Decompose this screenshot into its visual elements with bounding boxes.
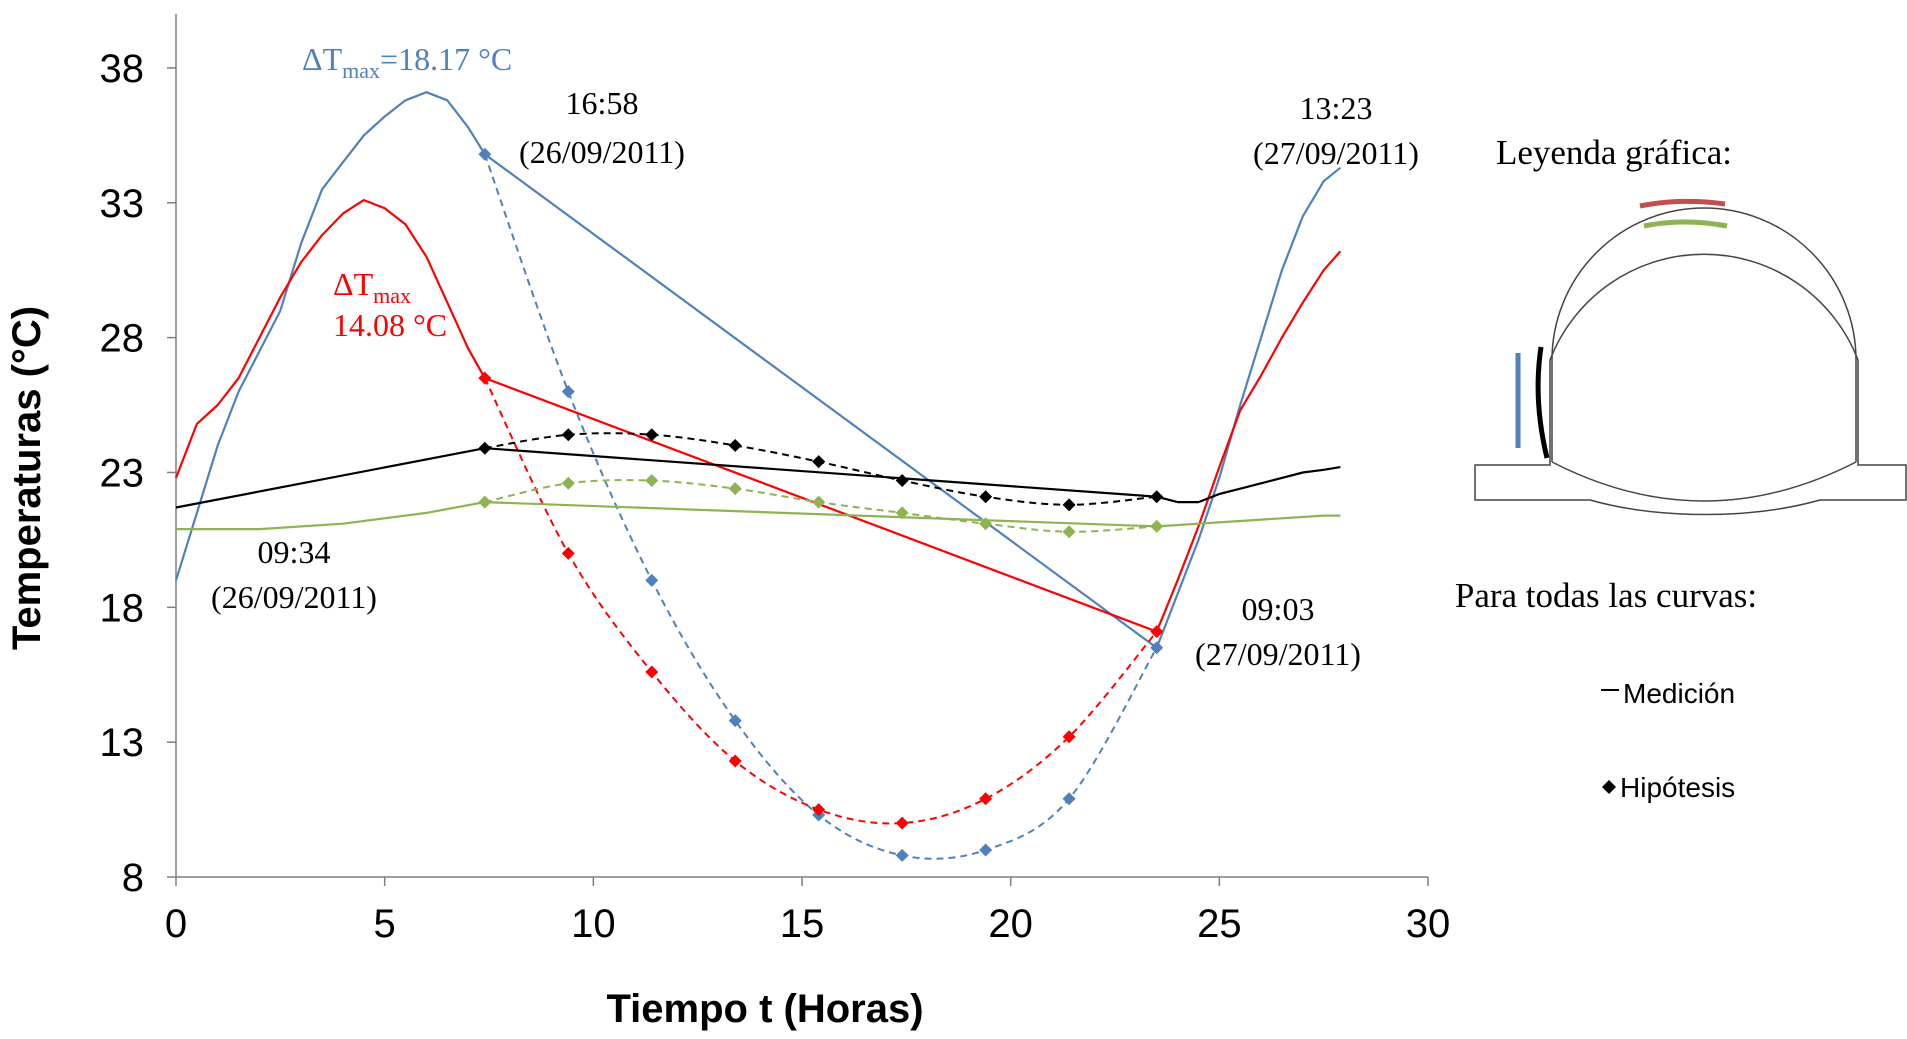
hypothesis-point-red bbox=[895, 816, 909, 830]
hypothesis-point-black bbox=[895, 474, 909, 488]
hypothesis-point-blue bbox=[561, 385, 575, 399]
legend-measured-label: Medición bbox=[1623, 678, 1735, 709]
hypothesis-line-black bbox=[484, 432, 1157, 506]
annotation-time: 09:34 bbox=[258, 534, 331, 570]
hypothesis-point-blue bbox=[895, 848, 909, 862]
hypothesis-point-red bbox=[812, 803, 826, 817]
annotation-dtmax-blue: ΔTmax=18.17 °C bbox=[302, 41, 512, 83]
hypothesis-point-black bbox=[1150, 490, 1164, 504]
hypothesis-point-black bbox=[1062, 498, 1076, 512]
hypothesis-point-black bbox=[645, 428, 659, 442]
marker-roof-outer-brown bbox=[1639, 198, 1726, 209]
y-tick-label: 23 bbox=[100, 451, 145, 495]
marker-wall-inner-black bbox=[1535, 346, 1550, 459]
y-tick-label: 18 bbox=[100, 586, 145, 630]
y-tick-label: 33 bbox=[100, 182, 145, 226]
annotation-text: 14.08 °C bbox=[333, 307, 447, 343]
hypothesis-point-red bbox=[645, 665, 659, 679]
hypothesis-point-blue bbox=[979, 843, 993, 857]
annotation-text: ΔTmax bbox=[333, 266, 411, 308]
annotation-time-0903: 09:03 (27/09/2011) bbox=[1195, 591, 1361, 672]
series-green bbox=[176, 474, 1341, 539]
hypothesis-point-black bbox=[478, 441, 492, 455]
legend-subtitle: Para todas las curvas: bbox=[1455, 576, 1757, 615]
hypothesis-point-red bbox=[478, 371, 492, 385]
annotation-time: 13:23 bbox=[1300, 90, 1373, 126]
hypothesis-point-red bbox=[1062, 730, 1076, 744]
series-layer bbox=[174, 91, 1342, 862]
hypothesis-point-green bbox=[645, 474, 659, 488]
hypothesis-point-black bbox=[728, 439, 742, 452]
annotation-date: (27/09/2011) bbox=[1253, 135, 1419, 171]
y-axis-label: Temperaturas (°C) bbox=[5, 306, 49, 650]
hypothesis-point-green bbox=[812, 495, 826, 509]
annotation-time-1658: 16:58 (26/09/2011) bbox=[519, 85, 685, 170]
hypothesis-point-red bbox=[561, 546, 575, 560]
measured-line-blue bbox=[174, 91, 1342, 649]
measured-line-red bbox=[174, 199, 1342, 633]
legend-title: Leyenda gráfica: bbox=[1496, 133, 1732, 172]
annotation-date: (26/09/2011) bbox=[519, 134, 685, 170]
hypothesis-point-green bbox=[728, 482, 742, 496]
measured-line-black bbox=[175, 447, 1341, 509]
annotation-time: 09:03 bbox=[1242, 591, 1315, 627]
x-axis-label: Tiempo t (Horas) bbox=[606, 987, 923, 1031]
series-black bbox=[175, 428, 1341, 512]
measured-line-green bbox=[176, 501, 1341, 531]
tunnel-inner-outline bbox=[1551, 207, 1857, 462]
y-tick-label: 13 bbox=[100, 721, 145, 765]
x-tick-label: 30 bbox=[1406, 902, 1451, 946]
hypothesis-point-red bbox=[1150, 625, 1164, 639]
hypothesis-point-blue bbox=[1062, 792, 1076, 806]
y-tick-label: 8 bbox=[122, 856, 144, 900]
annotation-time: 16:58 bbox=[566, 85, 639, 121]
hypothesis-point-red bbox=[728, 754, 742, 768]
legend-hypothesis-label: Hipótesis bbox=[1620, 772, 1735, 803]
hypothesis-point-blue bbox=[1150, 641, 1164, 655]
hypothesis-point-black bbox=[561, 428, 575, 442]
marker-roof-inner-green bbox=[1643, 219, 1728, 229]
x-tick-label: 5 bbox=[374, 902, 396, 946]
hypothesis-line-blue bbox=[483, 153, 1158, 860]
hypothesis-point-black bbox=[979, 490, 993, 504]
hypothesis-point-green bbox=[979, 517, 993, 531]
annotation-time-1323: 13:23 (27/09/2011) bbox=[1253, 90, 1419, 171]
hypothesis-point-blue bbox=[728, 714, 742, 728]
legend-panel: Leyenda gráfica: Para todas las curvas: … bbox=[1455, 133, 1907, 803]
hypothesis-point-green bbox=[1150, 519, 1164, 533]
hypothesis-point-blue bbox=[645, 573, 659, 587]
hypothesis-point-green bbox=[895, 506, 909, 520]
x-tick-label: 15 bbox=[780, 902, 825, 946]
tunnel-outer-outline bbox=[1474, 253, 1907, 516]
annotation-text: ΔTmax=18.17 °C bbox=[302, 41, 512, 83]
hypothesis-point-red bbox=[979, 792, 993, 806]
plot-area: 0 5 10 15 20 25 30 8 13 18 23 28 33 38 ΔTmax=18.17 °C… bbox=[100, 14, 1451, 946]
series-red bbox=[174, 199, 1342, 830]
hypothesis-point-black bbox=[812, 455, 826, 469]
x-tick-label: 20 bbox=[988, 902, 1033, 946]
legend-hypothesis-swatch bbox=[1602, 780, 1616, 794]
hypothesis-point-green bbox=[478, 495, 492, 509]
hypothesis-point-green bbox=[1062, 525, 1076, 539]
x-tick-label: 10 bbox=[571, 902, 616, 946]
y-tick-label: 28 bbox=[100, 317, 145, 361]
annotation-date: (27/09/2011) bbox=[1195, 636, 1361, 672]
hypothesis-line-red bbox=[483, 377, 1158, 825]
x-tick-label: 25 bbox=[1197, 902, 1242, 946]
tunnel-invert bbox=[1551, 461, 1857, 502]
axes: 0 5 10 15 20 25 30 8 13 18 23 28 33 38 bbox=[100, 14, 1451, 946]
annotation-date: (26/09/2011) bbox=[211, 579, 377, 615]
hypothesis-point-green bbox=[561, 476, 575, 490]
annotation-time-0934: 09:34 (26/09/2011) bbox=[211, 534, 377, 615]
y-tick-label: 38 bbox=[100, 47, 145, 91]
tunnel-diagram bbox=[1474, 198, 1907, 516]
hypothesis-point-blue bbox=[478, 147, 492, 161]
x-tick-label: 0 bbox=[165, 902, 187, 946]
